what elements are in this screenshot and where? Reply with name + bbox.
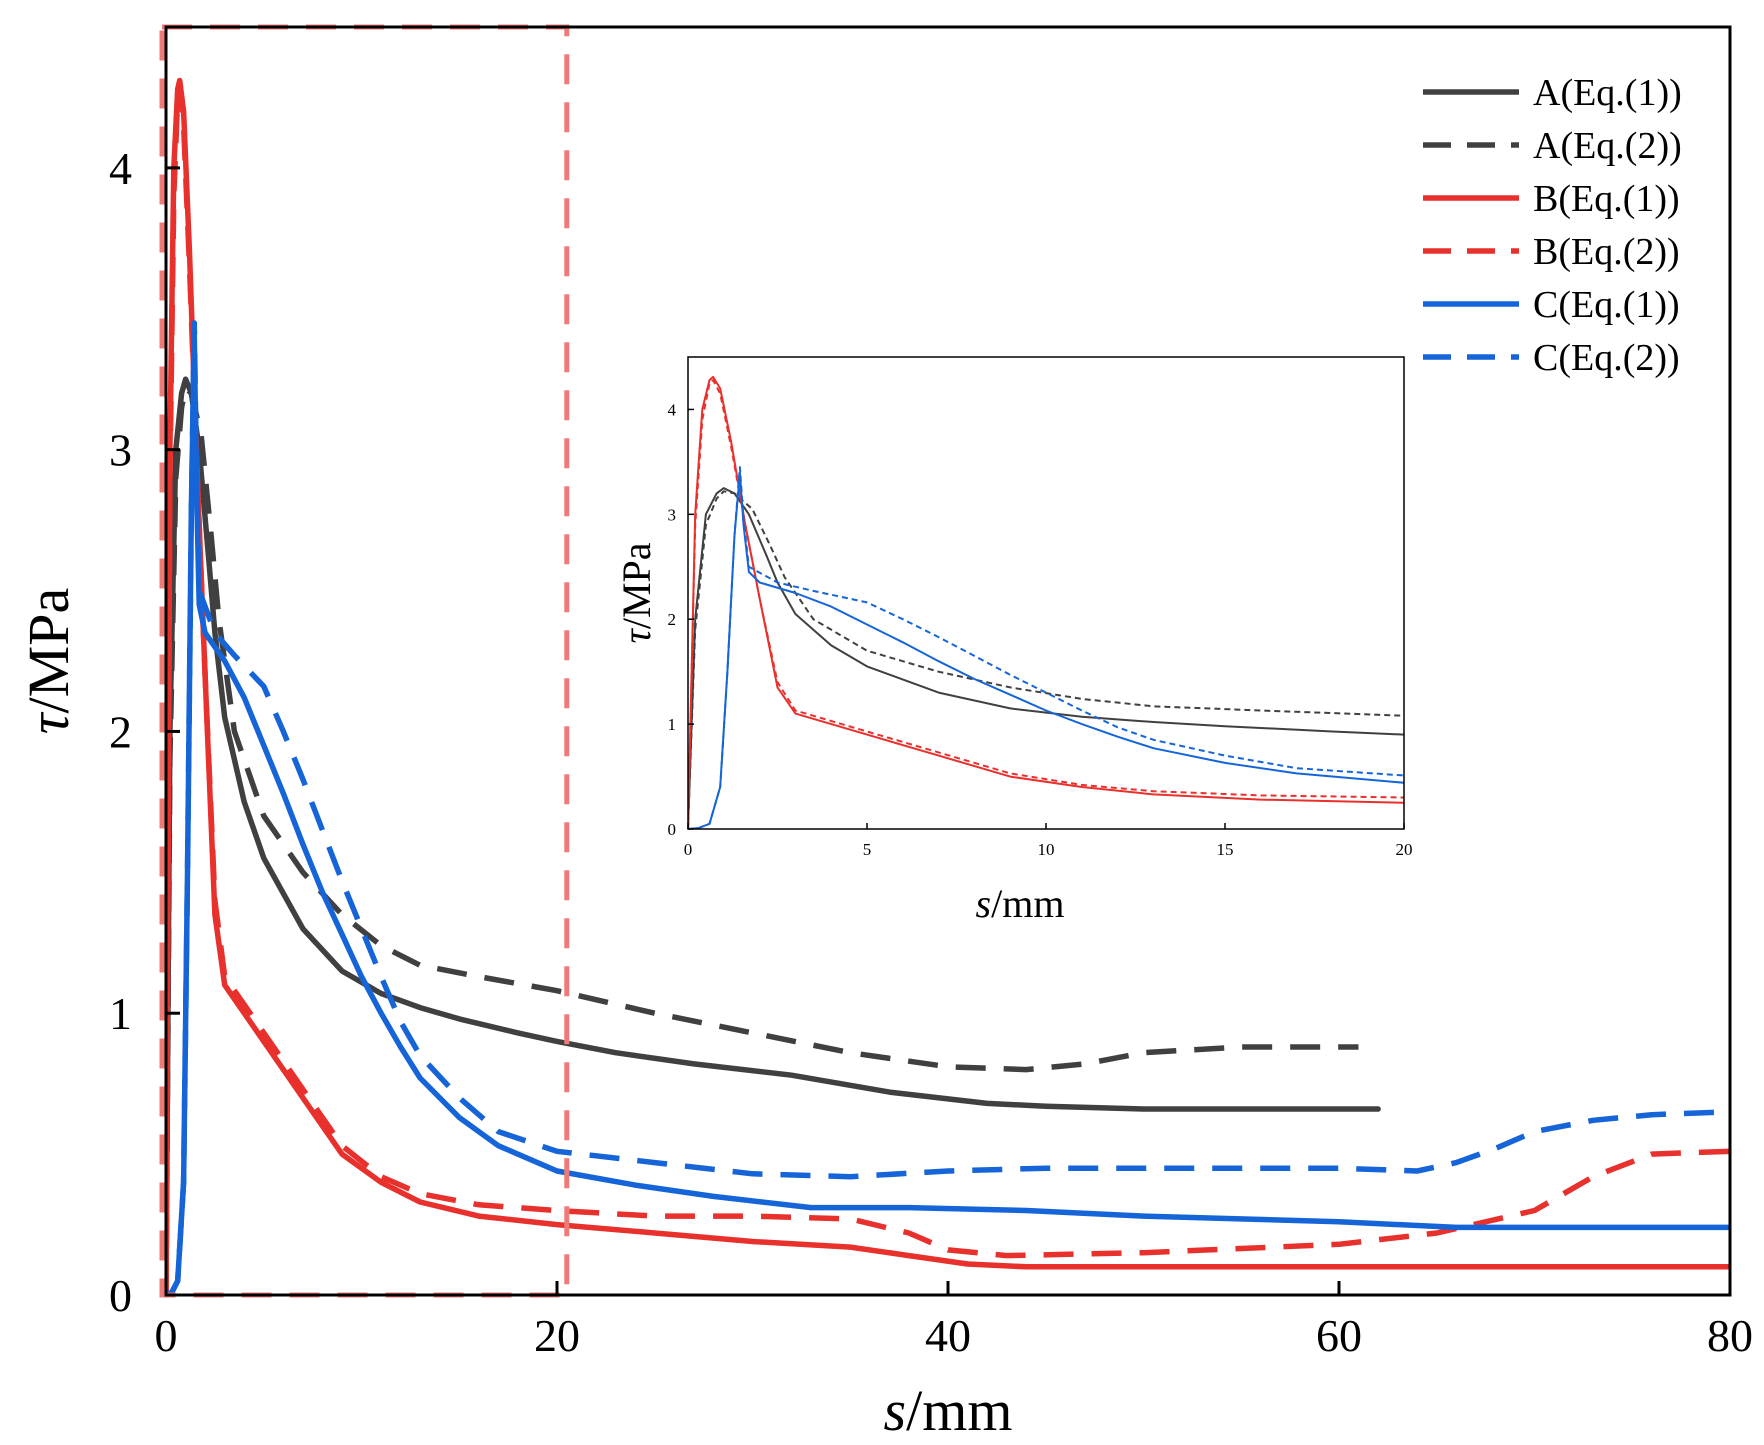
inset-y-tick-label: 2 [668, 610, 677, 629]
main-y-tick-label: 2 [109, 706, 132, 757]
main-y-axis-unit: /MPa [16, 588, 81, 714]
main-series-b-eq-1 [166, 77, 1730, 1295]
inset-x-axis-var: s [976, 881, 992, 926]
main-y-tick-label: 0 [109, 1270, 132, 1321]
inset-y-tick-label: 1 [668, 715, 677, 734]
inset-series-c-eq-1 [688, 471, 1404, 829]
legend-label: B(Eq.(2)) [1533, 231, 1680, 273]
main-x-tick-label: 20 [534, 1310, 580, 1361]
main-y-ticks: 0 1 2 3 4 [109, 143, 180, 1321]
main-series-b-eq-2 [166, 86, 1730, 1295]
main-x-tick-label: 60 [1316, 1310, 1362, 1361]
main-y-axis-title: τ/MPa [16, 588, 81, 734]
main-x-tick-label: 40 [925, 1310, 971, 1361]
main-x-axis-title: s/mm [884, 1378, 1013, 1443]
inset-y-axis-var: τ [614, 628, 659, 644]
legend-label: C(Eq.(1)) [1533, 284, 1680, 326]
inset-x-tick-label: 15 [1217, 840, 1234, 859]
legend-label: A(Eq.(1)) [1533, 72, 1682, 114]
main-y-tick-label: 1 [109, 988, 132, 1039]
inset-series-a-eq-2 [688, 490, 1404, 829]
inset-x-tick-label: 5 [863, 840, 872, 859]
inset-background [688, 357, 1404, 829]
main-x-tick-label: 0 [155, 1310, 178, 1361]
inset-series-group [688, 375, 1404, 829]
legend-label: C(Eq.(2)) [1533, 337, 1680, 379]
legend-label: A(Eq.(2)) [1533, 125, 1682, 167]
main-series-a-eq-1 [166, 376, 1381, 1295]
main-series-c-eq-2 [166, 320, 1730, 1295]
inset-series-a-eq-1 [688, 487, 1404, 829]
legend-item-c-eq-1: C(Eq.(1)) [1423, 284, 1680, 326]
main-y-axis-var: τ [16, 711, 81, 734]
main-x-axis-unit: /mm [906, 1378, 1012, 1443]
inset-x-tick-label: 0 [684, 840, 693, 859]
legend-label: B(Eq.(1)) [1533, 178, 1680, 220]
main-series-group [166, 77, 1730, 1295]
main-y-tick-label: 4 [109, 143, 132, 194]
legend-item-b-eq-1: B(Eq.(1)) [1423, 178, 1680, 220]
main-series-c-eq-1 [166, 334, 1730, 1295]
inset-x-tick-label: 10 [1038, 840, 1055, 859]
main-y-tick-label: 3 [109, 425, 132, 476]
legend-item-a-eq-1: A(Eq.(1)) [1423, 72, 1682, 114]
main-x-axis-var: s [884, 1378, 907, 1443]
inset-x-ticks: 0 5 10 15 20 [684, 823, 1413, 859]
main-x-ticks: 0 20 40 60 80 [155, 1281, 1753, 1361]
inset-y-tick-label: 0 [668, 820, 677, 839]
inset-series-b-eq-2 [688, 379, 1404, 829]
inset-y-ticks: 0 1 2 3 4 [668, 400, 694, 839]
main-x-tick-label: 80 [1707, 1310, 1753, 1361]
main-series-a-eq-2 [166, 384, 1359, 1295]
inset-series-c-eq-2 [688, 466, 1404, 829]
legend-item-b-eq-2: B(Eq.(2)) [1423, 231, 1680, 273]
legend-item-a-eq-2: A(Eq.(2)) [1423, 125, 1682, 167]
inset-y-tick-label: 3 [668, 505, 677, 524]
inset-y-tick-label: 4 [668, 400, 677, 419]
inset-y-axis-unit: /MPa [614, 542, 659, 629]
legend: A(Eq.(1)) A(Eq.(2)) B(Eq.(1)) B(Eq.(2)) C(Eq… [1423, 72, 1682, 379]
inset-x-axis-title: s/mm [976, 881, 1065, 926]
inset-x-tick-label: 20 [1396, 840, 1413, 859]
inset-plot: 0 5 10 15 20 0 1 2 3 4 s/mm τ/MPa [614, 356, 1413, 926]
legend-item-c-eq-2: C(Eq.(2)) [1423, 337, 1680, 379]
inset-x-axis-unit: /mm [991, 881, 1064, 926]
inset-y-axis-title: τ/MPa [614, 542, 659, 643]
